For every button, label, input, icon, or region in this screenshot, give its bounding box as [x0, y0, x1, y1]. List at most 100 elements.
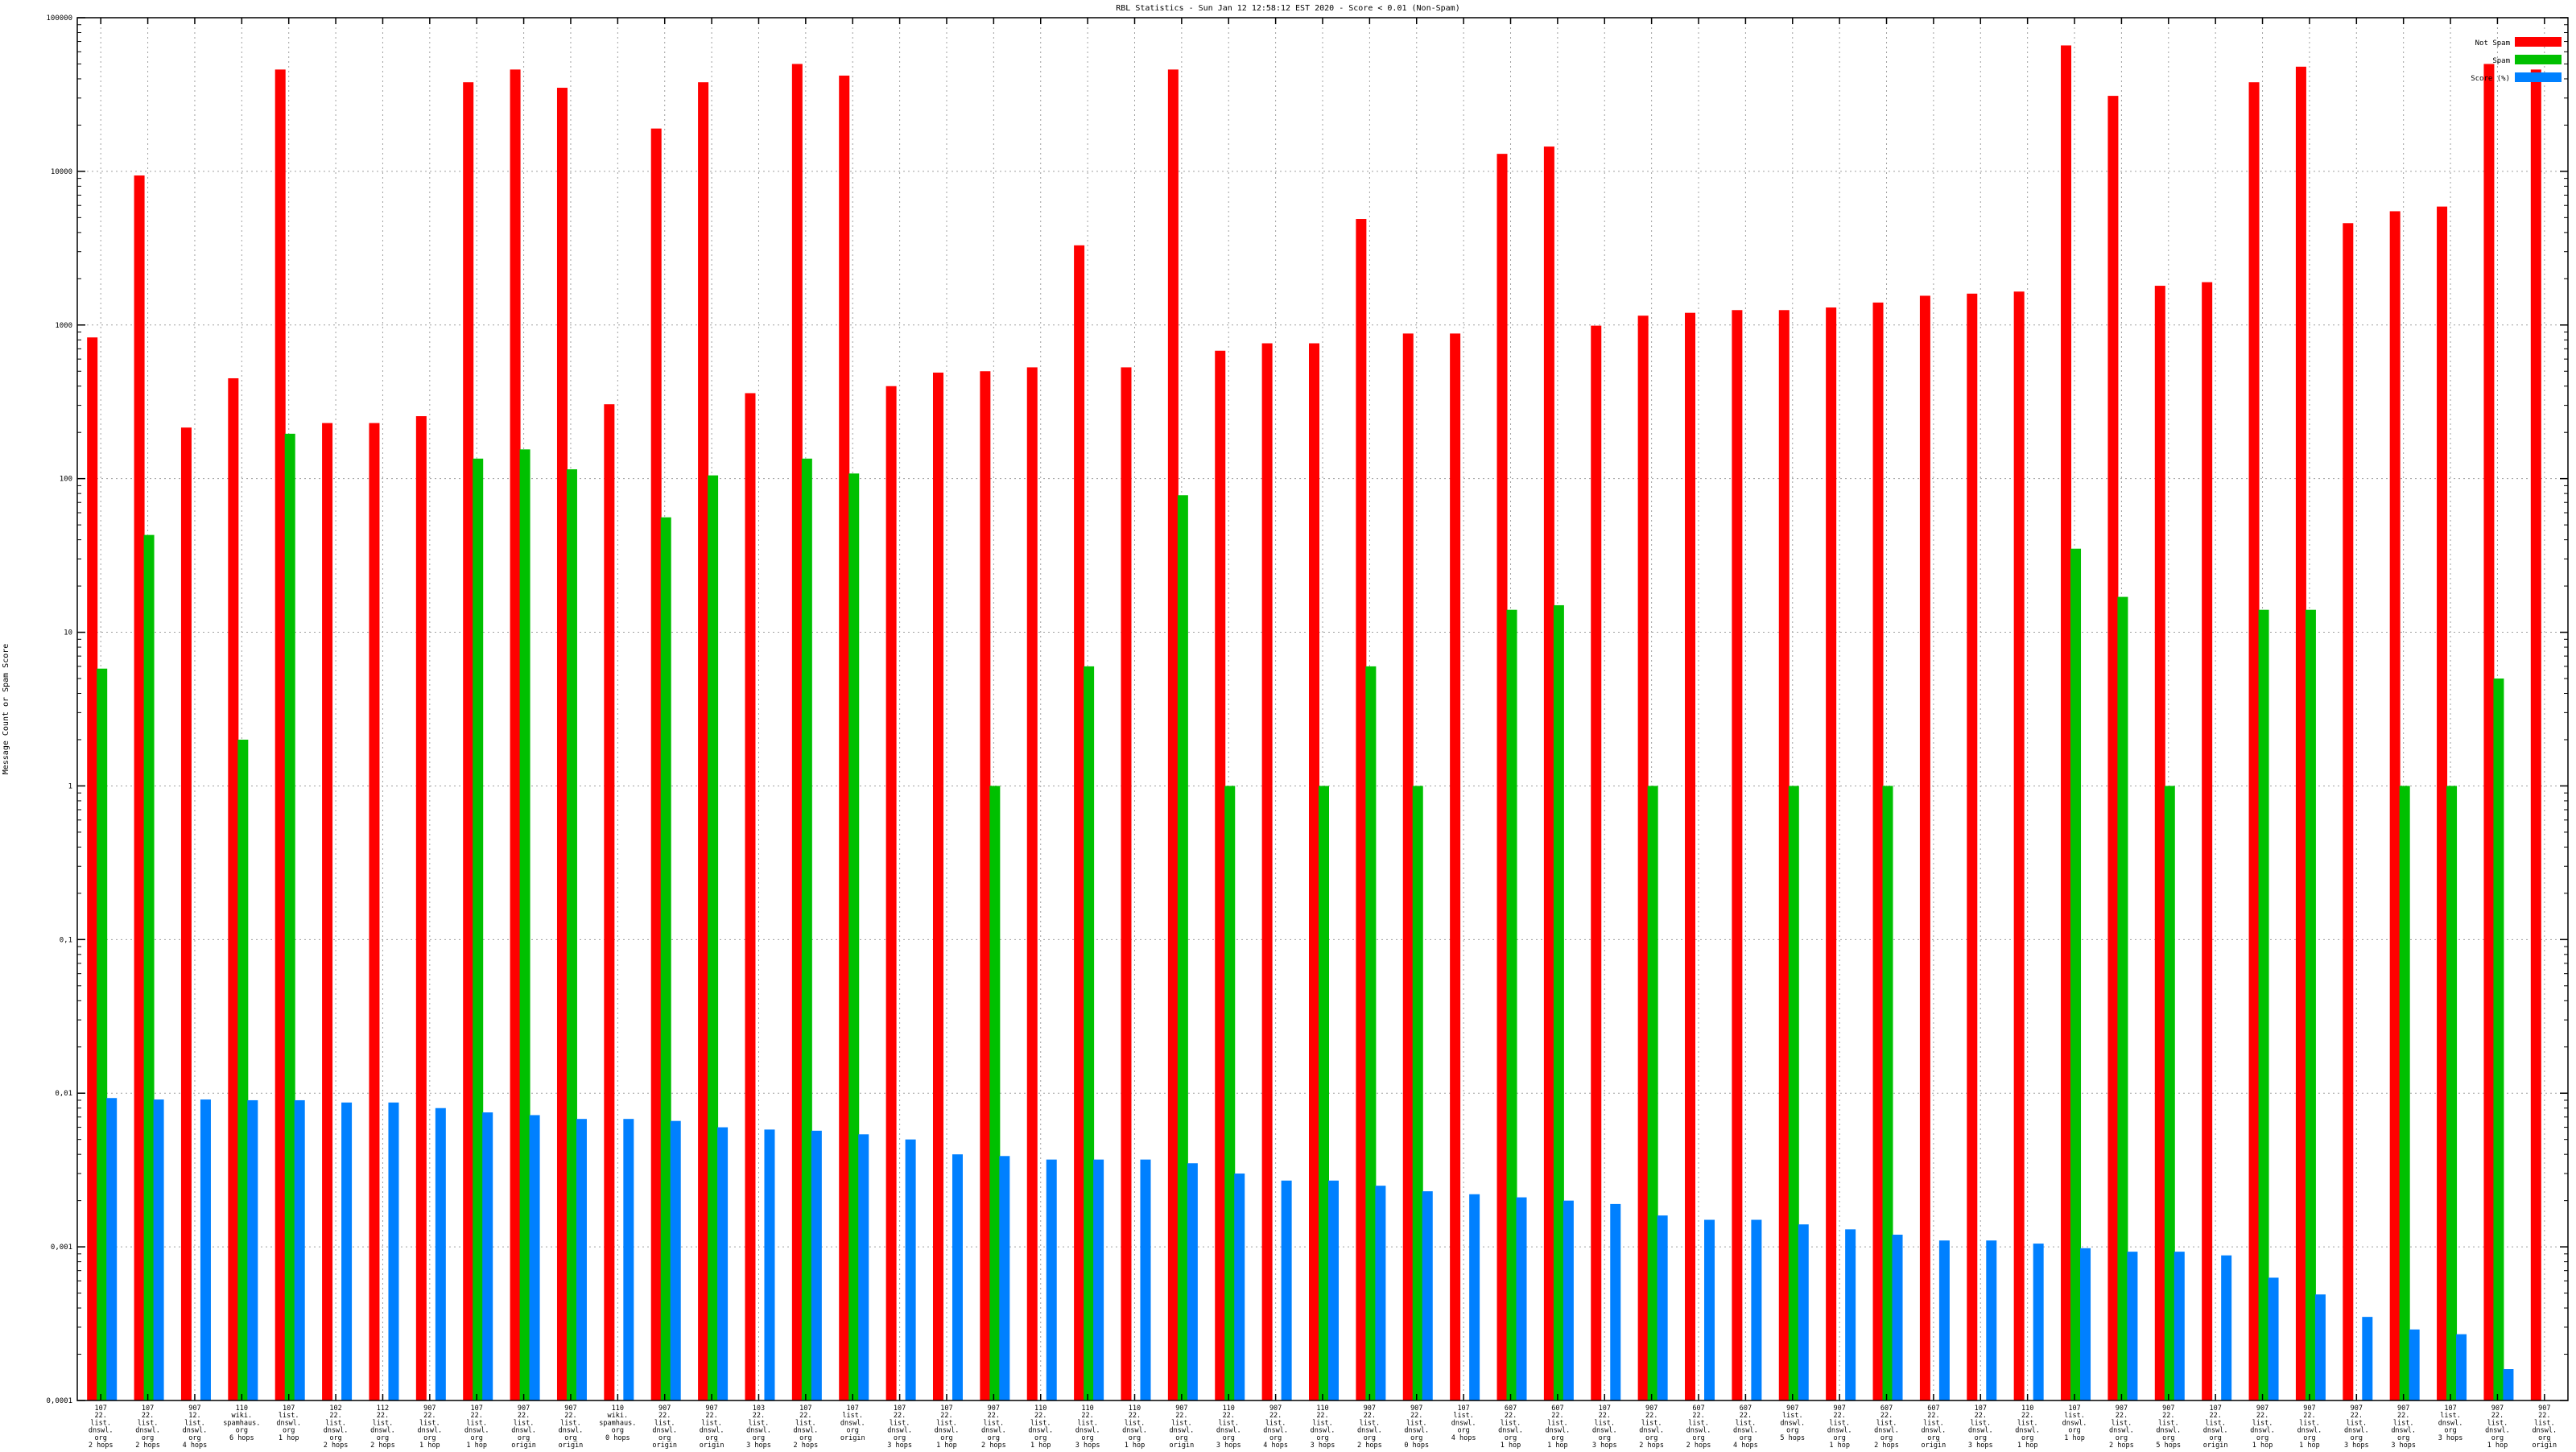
bar-not-spam — [2107, 96, 2119, 1401]
bar-not-spam — [839, 75, 850, 1401]
bar-spam — [566, 469, 577, 1401]
bar-not-spam — [134, 175, 145, 1401]
bar-not-spam — [886, 386, 897, 1400]
bar-not-spam — [1872, 302, 1884, 1400]
bar-not-spam — [1450, 333, 1461, 1400]
bar-spam — [1553, 604, 1564, 1400]
bar-not-spam — [556, 88, 568, 1400]
x-tick-label: 107 22. list. dnswl. org 2 hops — [135, 1405, 160, 1449]
bar-score — [1046, 1159, 1057, 1400]
x-tick-label: 107 list. dnswl. org 1 hop — [2062, 1405, 2087, 1442]
bar-spam — [2399, 786, 2410, 1400]
bar-score — [1516, 1197, 1527, 1400]
bar-spam — [1647, 786, 1658, 1400]
bar-spam — [519, 449, 530, 1400]
bar-score — [2456, 1334, 2467, 1400]
bar-score — [2503, 1369, 2514, 1400]
x-tick-label: 907 22. list. dnswl. org origin — [559, 1405, 584, 1449]
bar-not-spam — [1121, 367, 1132, 1401]
bar-not-spam — [2389, 211, 2401, 1400]
bar-score — [435, 1108, 446, 1400]
x-tick-label: 112 22. list. dnswl. org 2 hops — [370, 1405, 395, 1449]
legend-swatch — [2515, 55, 2562, 64]
legend-label: Not Spam — [2475, 39, 2510, 47]
bar-spam — [2446, 786, 2458, 1400]
y-tick-label: 100 — [60, 476, 72, 484]
x-tick-label: 607 22. list. dnswl. org 4 hops — [1733, 1405, 1758, 1449]
x-tick-label: 907 22. list. dnswl. org 1 hop — [2297, 1405, 2322, 1449]
bar-spam — [848, 473, 860, 1401]
chart-title: RBL Statistics - Sun Jan 12 12:58:12 EST… — [1116, 4, 1459, 13]
x-tick-label: 907 22. list. dnswl. org origin — [1170, 1405, 1195, 1449]
y-tick-label: 10000 — [51, 168, 72, 176]
x-tick-label: 110 22. list. dnswl. org 3 hops — [1311, 1405, 1335, 1449]
y-axis-label: Message Count or Spam Score — [2, 644, 10, 775]
bar-spam — [2070, 548, 2082, 1401]
bar-not-spam — [745, 393, 756, 1400]
bar-spam — [1224, 786, 1236, 1400]
bar-score — [1798, 1224, 1809, 1400]
bar-score — [1704, 1219, 1715, 1400]
bar-not-spam — [1356, 219, 1367, 1401]
bar-spam — [2493, 679, 2504, 1400]
x-tick-label: 907 22. list. dnswl. org origin — [511, 1405, 536, 1449]
bar-not-spam — [791, 64, 803, 1401]
bar-not-spam — [2530, 69, 2541, 1401]
x-tick-label: 907 22. list. dnswl. org 3 hops — [2344, 1405, 2369, 1449]
x-tick-label: 110 wiki. spamhaus. org 6 hops — [223, 1405, 260, 1442]
bar-not-spam — [415, 416, 427, 1400]
x-tick-label: 907 22. list. dnswl. org 4 hops — [1263, 1405, 1288, 1449]
bar-not-spam — [698, 82, 709, 1401]
bar-score — [1140, 1159, 1151, 1400]
x-tick-label: 907 22. list. dnswl. org origin — [652, 1405, 677, 1449]
x-tick-label: 907 12. list. dnswl. org 4 hops — [183, 1405, 208, 1449]
bar-spam — [1365, 666, 1377, 1400]
bar-not-spam — [1778, 310, 1790, 1400]
x-tick-label: 110 22. list. dnswl. org 3 hops — [1216, 1405, 1241, 1449]
x-tick-label: 103 22. list. dnswl. org 3 hops — [746, 1405, 771, 1449]
x-tick-label: 607 22. list. dnswl. org 1 hop — [1498, 1405, 1523, 1449]
ticks-layer: 0,0001 0,001 0,01 0,1 1 10 100 1000 10000 100000 — [46, 14, 2568, 1405]
bar-not-spam — [463, 82, 474, 1401]
x-tick-label: 102 22. list. dnswl. org 2 hops — [324, 1405, 349, 1449]
bars-layer — [87, 45, 2541, 1401]
bar-score — [1093, 1159, 1104, 1400]
bar-score — [2080, 1248, 2091, 1400]
bar-score — [529, 1115, 540, 1400]
bar-not-spam — [510, 69, 521, 1401]
bar-score — [2174, 1252, 2185, 1400]
bar-not-spam — [2154, 286, 2165, 1401]
y-tick-label: 10 — [64, 629, 72, 637]
bar-score — [670, 1120, 681, 1400]
legend-swatch — [2515, 72, 2562, 82]
y-tick-label: 0,1 — [60, 936, 72, 944]
bar-score — [1375, 1186, 1386, 1400]
x-tick-label: 907 list. dnswl. org 5 hops — [1780, 1405, 1805, 1442]
bar-score — [1281, 1180, 1292, 1400]
y-tick-label: 1000 — [55, 322, 72, 330]
bar-score — [2409, 1329, 2420, 1400]
bar-score — [1657, 1215, 1668, 1400]
bar-score — [2314, 1294, 2326, 1400]
y-tick-label: 0,01 — [55, 1090, 72, 1098]
bar-spam — [143, 534, 155, 1400]
bar-not-spam — [650, 128, 662, 1400]
bar-not-spam — [932, 372, 943, 1400]
bar-score — [388, 1102, 399, 1400]
bar-not-spam — [2248, 82, 2260, 1401]
bar-not-spam — [1402, 333, 1414, 1400]
bar-score — [2033, 1244, 2044, 1400]
x-tick-label: 110 wiki. spamhaus. org 0 hops — [599, 1405, 636, 1442]
x-tick-label: 107 22. list. dnswl. org 3 hops — [887, 1405, 912, 1449]
bar-not-spam — [1026, 367, 1038, 1401]
bar-not-spam — [2061, 45, 2072, 1401]
bar-score — [1422, 1191, 1433, 1400]
legend-label: Score (%) — [2471, 75, 2510, 83]
bar-spam — [801, 458, 812, 1401]
bar-not-spam — [2295, 66, 2306, 1400]
y-tick-label: 0,0001 — [46, 1397, 72, 1405]
x-tick-label: 110 22. list. dnswl. org 1 hop — [2015, 1405, 2040, 1449]
x-tick-label: 107 22. list. dnswl. org 1 hop — [464, 1405, 489, 1449]
bar-not-spam — [1732, 310, 1743, 1400]
x-tick-label: 907 22. list. dnswl. org 1 hop — [417, 1405, 442, 1449]
